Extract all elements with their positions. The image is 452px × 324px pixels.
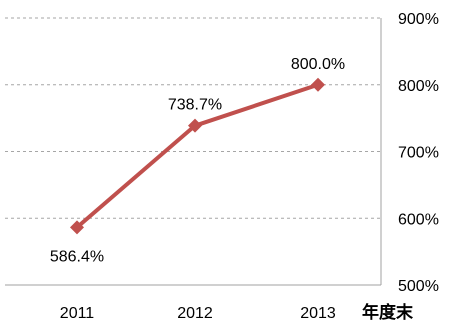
y-tick-label: 500% [398, 278, 439, 295]
data-label: 800.0% [291, 56, 345, 73]
data-point-marker [70, 220, 84, 235]
data-label: 738.7% [168, 97, 222, 114]
y-tick-label: 900% [398, 11, 439, 28]
data-point-marker [311, 77, 325, 92]
x-axis-title: 年度末 [362, 302, 414, 322]
y-tick-label: 800% [398, 78, 439, 95]
gridlines [5, 17, 381, 219]
x-tick-label: 2012 [177, 305, 213, 322]
y-tick-label: 700% [398, 145, 439, 162]
y-tick-labels: 500% 600% 700% 800% 900% [398, 11, 439, 295]
y-tick-label: 600% [398, 211, 439, 228]
x-tick-label: 2013 [300, 305, 336, 322]
series-layer: 586.4% 738.7% 800.0% [50, 56, 345, 266]
data-point-marker [188, 118, 202, 133]
x-tick-label: 2011 [60, 305, 95, 322]
x-tick-labels: 2011 2012 2013 [60, 305, 336, 322]
data-label: 586.4% [50, 248, 104, 265]
